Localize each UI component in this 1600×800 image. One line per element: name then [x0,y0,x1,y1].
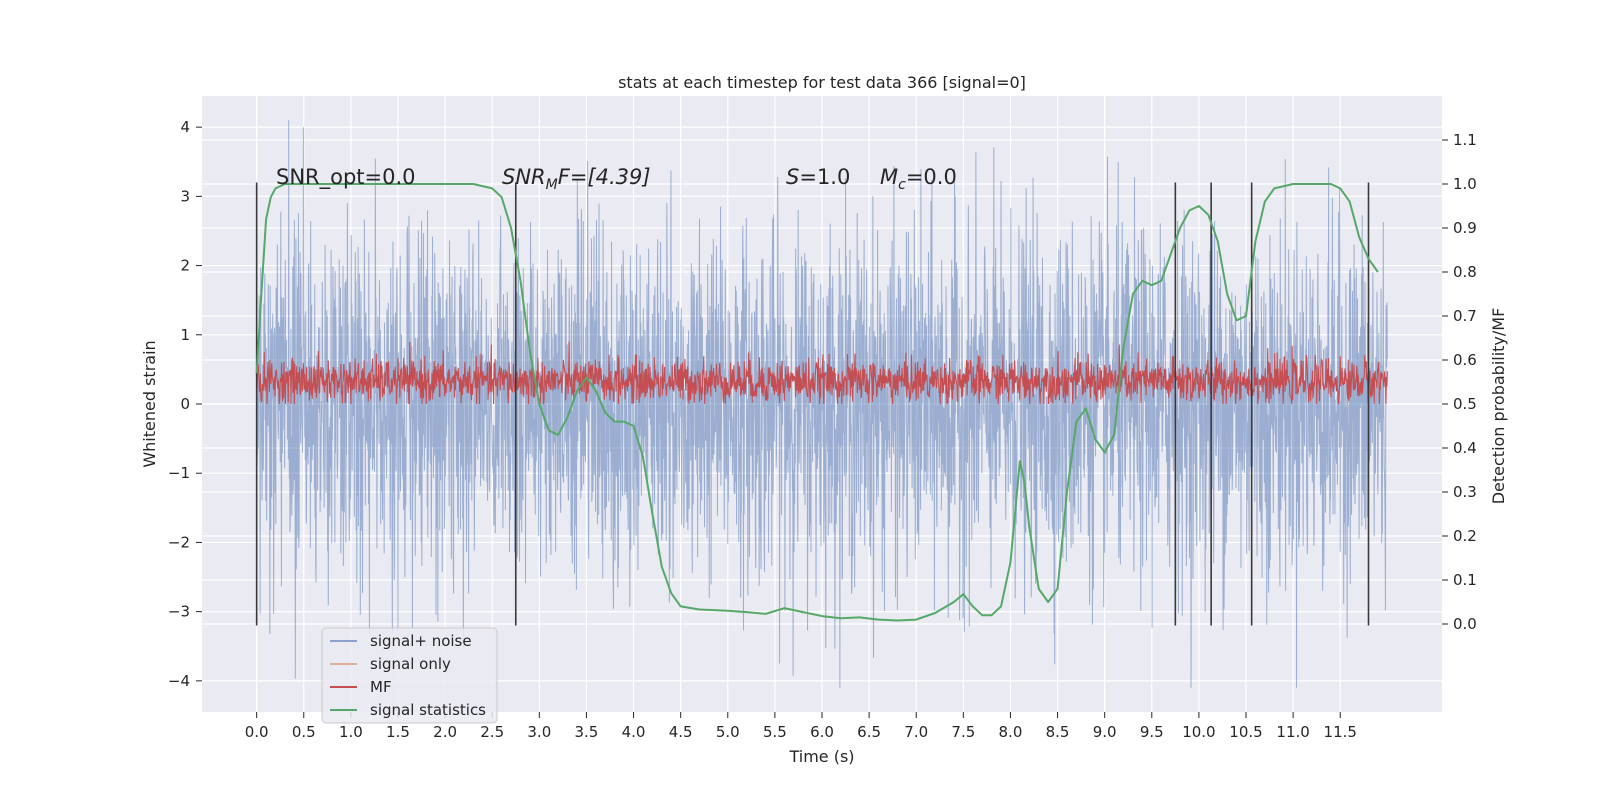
x-tick-label-20: 10.0 [1182,723,1215,741]
y-left-tick-label-1: −3 [168,603,190,621]
x-tick-label-11: 5.5 [763,723,787,741]
x-tick-label-19: 9.5 [1140,723,1164,741]
y-left-tick-label-0: −4 [168,672,190,690]
y-left-tick-label-6: 2 [180,257,190,275]
annotation-mc: Mc=0.0 [880,165,957,193]
x-tick-label-3: 1.5 [386,723,410,741]
legend: signal+ noise signal only MF signal stat… [321,627,498,724]
y-right-tick-label-3: 0.3 [1453,483,1477,501]
x-tick-label-4: 2.0 [433,723,457,741]
y-right-tick-label-6: 0.6 [1453,351,1477,369]
legend-label-signal-noise: signal+ noise [370,632,472,650]
x-tick-label-14: 7.0 [904,723,928,741]
annotation-mc-symbol: M [880,165,898,189]
x-tick-label-22: 11.0 [1276,723,1309,741]
annotation-snr-mf: SNRMF=[4.39] [502,165,651,193]
x-tick-label-2: 1.0 [339,723,363,741]
legend-label-signal-only: signal only [370,655,451,673]
y-right-tick-label-4: 0.4 [1453,439,1477,457]
signal-noise-line [256,120,1388,688]
annotation-snr-mf-symbol: SNR [502,165,546,189]
x-tick-label-17: 8.5 [1046,723,1070,741]
y-right-tick-label-9: 0.9 [1453,219,1477,237]
x-tick-label-15: 7.5 [951,723,975,741]
annotation-snr-mf-value: F=[4.39] [558,165,651,189]
y-left-tick-label-5: 1 [180,326,190,344]
annotation-s-value: =1.0 [799,165,850,189]
signal-statistics-line [255,183,1379,622]
annotation-snr-mf-subscript: M [546,177,558,193]
x-tick-label-12: 6.0 [810,723,834,741]
y-right-tick-label-8: 0.8 [1453,263,1477,281]
x-tick-label-13: 6.5 [857,723,881,741]
y-axis-label-right: Detection probability/MF [1489,308,1508,505]
chart-title: stats at each timestep for test data 366… [618,73,1026,92]
y-right-tick-label-0: 0.0 [1453,615,1477,633]
y-right-tick-label-11: 1.1 [1453,131,1477,149]
legend-label-mf: MF [370,678,392,696]
mf-series [256,341,1388,405]
y-right-tick-label-1: 0.1 [1453,571,1477,589]
y-right-tick-label-7: 0.7 [1453,307,1477,325]
y-left-tick-label-4: 0 [180,395,190,413]
annotation-mc-value: =0.0 [906,165,957,189]
y-left-tick-label-3: −1 [168,464,190,482]
axis-ticks: 0.0 0.5 1.0 1.5 2.0 2.5 3.0 3.5 4.0 4.5 5.0 5.5 6.0 6… [168,118,1477,741]
x-tick-label-23: 11.5 [1324,723,1357,741]
x-tick-label-0: 0.0 [245,723,269,741]
x-tick-label-8: 4.0 [622,723,646,741]
legend-label-signal-statistics: signal statistics [370,701,486,719]
annotation-s-symbol: S [786,165,799,189]
y-right-tick-label-10: 1.0 [1453,175,1477,193]
x-axis-label: Time (s) [788,747,854,766]
mf-line [256,341,1388,405]
signal-noise-series [256,120,1388,688]
x-tick-label-1: 0.5 [292,723,316,741]
y-left-tick-label-8: 4 [180,118,190,136]
y-right-tick-label-5: 0.5 [1453,395,1477,413]
legend-box [321,627,498,724]
x-tick-label-18: 9.0 [1093,723,1117,741]
x-tick-label-6: 3.0 [527,723,551,741]
x-tick-label-7: 3.5 [575,723,599,741]
x-tick-label-21: 10.5 [1229,723,1262,741]
annotation-snr-opt: SNR_opt=0.0 [276,165,416,190]
x-tick-label-5: 2.5 [480,723,504,741]
x-tick-label-16: 8.0 [999,723,1023,741]
y-axis-label-left: Whitened strain [140,340,159,467]
annotation-mc-subscript: c [898,177,906,193]
x-tick-label-10: 5.0 [716,723,740,741]
annotation-s: S=1.0 [786,165,850,189]
x-tick-label-9: 4.5 [669,723,693,741]
y-left-tick-label-7: 3 [180,187,190,205]
y-right-tick-label-2: 0.2 [1453,527,1477,545]
y-left-tick-label-2: −2 [168,533,190,551]
signal-statistics-series [255,183,1379,622]
